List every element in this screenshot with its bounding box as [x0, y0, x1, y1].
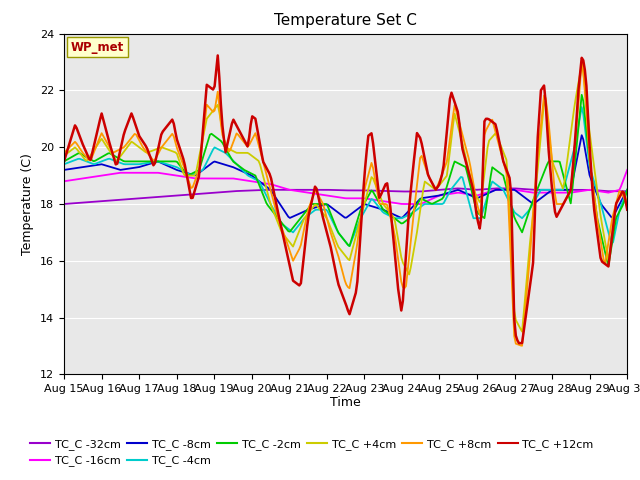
TC_C -32cm: [623, 188, 631, 194]
TC_C -16cm: [247, 178, 255, 184]
TC_C +12cm: [230, 117, 237, 122]
Line: TC_C -4cm: TC_C -4cm: [64, 107, 627, 246]
TC_C +12cm: [623, 207, 631, 213]
X-axis label: Time: Time: [330, 396, 361, 408]
TC_C +4cm: [129, 140, 137, 145]
TC_C -16cm: [307, 190, 314, 196]
TC_C -8cm: [595, 196, 603, 202]
Y-axis label: Temperature (C): Temperature (C): [22, 153, 35, 255]
TC_C -16cm: [60, 179, 68, 184]
TC_C -2cm: [307, 203, 314, 209]
TC_C -4cm: [247, 174, 255, 180]
Line: TC_C +8cm: TC_C +8cm: [64, 62, 627, 346]
Text: WP_met: WP_met: [71, 40, 124, 54]
TC_C +12cm: [60, 158, 68, 164]
TC_C -4cm: [578, 104, 586, 110]
Line: TC_C -2cm: TC_C -2cm: [64, 95, 627, 266]
TC_C -32cm: [228, 189, 236, 194]
Line: TC_C -32cm: TC_C -32cm: [64, 188, 627, 204]
TC_C -8cm: [256, 179, 264, 185]
TC_C -32cm: [493, 185, 501, 191]
TC_C -2cm: [623, 187, 631, 192]
TC_C +8cm: [518, 343, 526, 348]
TC_C -2cm: [605, 264, 612, 269]
TC_C -2cm: [228, 156, 236, 162]
TC_C +12cm: [308, 198, 316, 204]
TC_C -16cm: [399, 201, 406, 207]
TC_C +8cm: [256, 147, 264, 153]
TC_C -16cm: [228, 176, 236, 181]
TC_C -4cm: [307, 211, 314, 216]
TC_C +12cm: [214, 52, 221, 58]
TC_C -32cm: [129, 196, 137, 202]
TC_C +4cm: [623, 201, 631, 207]
TC_C -8cm: [228, 164, 236, 169]
Line: TC_C -8cm: TC_C -8cm: [64, 135, 627, 218]
TC_C -2cm: [256, 184, 264, 190]
TC_C +4cm: [228, 147, 236, 153]
TC_C +4cm: [247, 152, 255, 158]
TC_C -16cm: [623, 167, 631, 173]
TC_C -8cm: [623, 187, 631, 192]
TC_C -8cm: [247, 172, 255, 178]
TC_C +8cm: [578, 59, 586, 65]
TC_C -8cm: [578, 132, 586, 138]
Line: TC_C -16cm: TC_C -16cm: [64, 170, 627, 204]
TC_C +8cm: [247, 139, 255, 145]
TC_C -4cm: [346, 243, 353, 249]
TC_C +8cm: [60, 150, 68, 156]
TC_C +12cm: [129, 115, 137, 120]
TC_C +8cm: [307, 201, 314, 206]
TC_C +4cm: [307, 208, 314, 214]
TC_C -32cm: [60, 201, 68, 207]
TC_C -4cm: [256, 180, 264, 186]
TC_C -2cm: [593, 216, 601, 222]
Line: TC_C +12cm: TC_C +12cm: [64, 55, 627, 343]
TC_C -8cm: [308, 205, 316, 211]
TC_C +12cm: [515, 340, 523, 346]
TC_C -4cm: [228, 156, 236, 162]
TC_C -2cm: [60, 158, 68, 164]
TC_C -32cm: [247, 188, 255, 193]
TC_C -2cm: [578, 92, 586, 98]
TC_C -4cm: [129, 161, 137, 167]
TC_C +12cm: [248, 113, 256, 119]
TC_C +8cm: [595, 227, 603, 233]
TC_C -32cm: [307, 187, 314, 192]
TC_C -32cm: [256, 187, 264, 193]
TC_C +4cm: [518, 329, 526, 335]
TC_C +8cm: [623, 201, 631, 207]
TC_C +8cm: [129, 133, 137, 139]
TC_C -2cm: [247, 170, 255, 176]
Line: TC_C +4cm: TC_C +4cm: [64, 64, 627, 332]
TC_C -4cm: [60, 161, 68, 167]
TC_C -2cm: [129, 158, 137, 164]
TC_C +12cm: [595, 243, 603, 249]
TC_C +4cm: [256, 162, 264, 168]
TC_C +4cm: [595, 201, 603, 206]
TC_C +4cm: [60, 153, 68, 158]
TC_C +12cm: [258, 151, 266, 157]
Legend: TC_C -32cm, TC_C -16cm, TC_C -8cm, TC_C -4cm, TC_C -2cm, TC_C +4cm, TC_C +8cm, T: TC_C -32cm, TC_C -16cm, TC_C -8cm, TC_C …: [26, 434, 598, 471]
TC_C +4cm: [578, 61, 586, 67]
TC_C -8cm: [60, 167, 68, 173]
TC_C -16cm: [256, 180, 264, 185]
TC_C -16cm: [129, 170, 137, 176]
TC_C -16cm: [593, 188, 601, 194]
Title: Temperature Set C: Temperature Set C: [274, 13, 417, 28]
TC_C -4cm: [595, 195, 603, 201]
TC_C +8cm: [228, 143, 236, 149]
TC_C -8cm: [129, 165, 137, 171]
TC_C -32cm: [593, 188, 601, 193]
TC_C -8cm: [286, 215, 294, 221]
TC_C -4cm: [623, 187, 631, 192]
